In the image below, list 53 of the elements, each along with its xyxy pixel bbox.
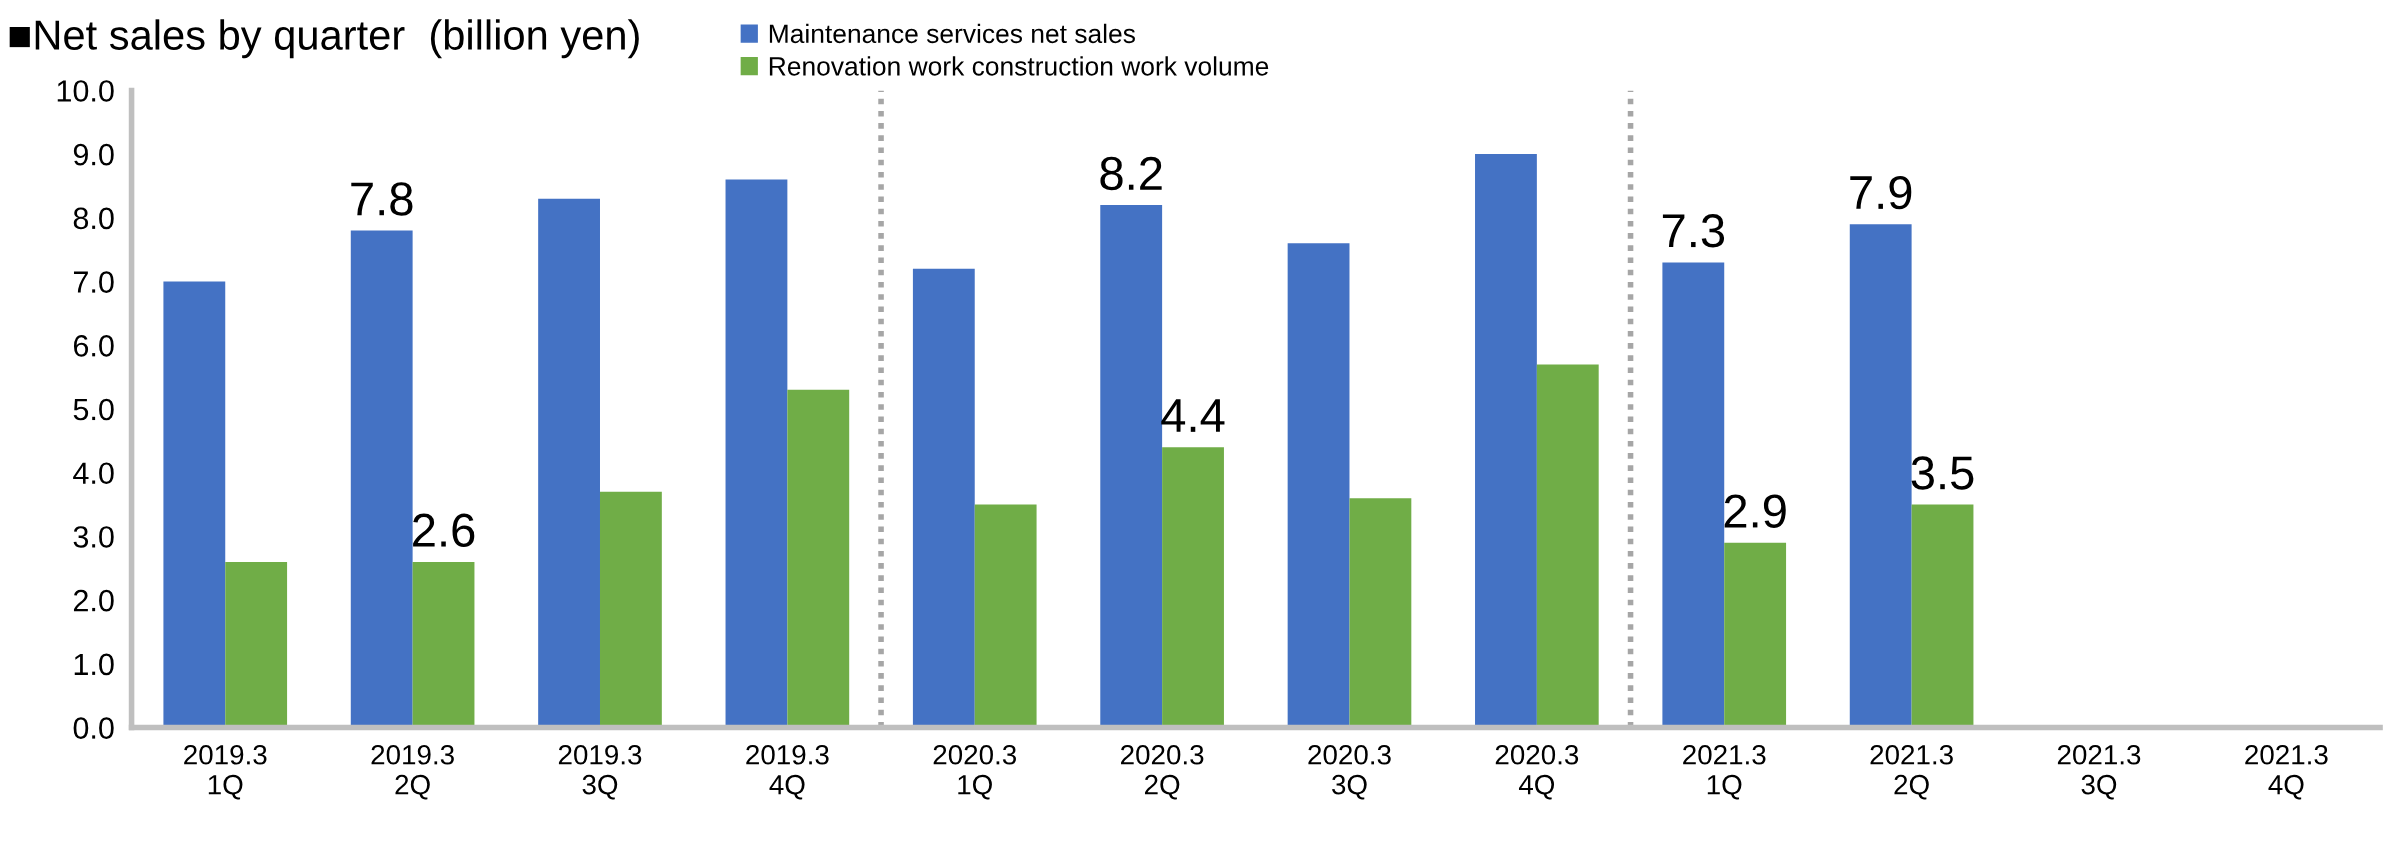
x-tick-label: 2020.3 3Q bbox=[1308, 744, 1391, 800]
y-tick-label: 7.0 bbox=[73, 271, 114, 293]
y-tick-label: 2.0 bbox=[73, 589, 114, 612]
x-tick-label: 2021.3 3Q bbox=[2057, 744, 2141, 800]
y-tick-label: 9.0 bbox=[73, 143, 114, 166]
x-tick-label: 2020.3 1Q bbox=[933, 744, 1016, 800]
data-label: 8.2 bbox=[1100, 156, 1162, 191]
bar bbox=[1162, 447, 1224, 728]
y-tick-label: 5.0 bbox=[73, 398, 114, 421]
bar bbox=[912, 268, 975, 728]
legend-label: Renovation work construction work volume bbox=[769, 56, 1269, 76]
x-tick-label: 2019.3 2Q bbox=[371, 744, 454, 800]
y-tick-label: 4.0 bbox=[73, 462, 114, 485]
bar bbox=[599, 491, 662, 728]
bar bbox=[1662, 262, 1725, 728]
y-tick-label: 10.0 bbox=[57, 80, 114, 102]
data-label: 2.9 bbox=[1724, 494, 1786, 528]
x-tick-label: 2021.3 1Q bbox=[1683, 744, 1766, 800]
bar bbox=[1911, 504, 1974, 728]
bar bbox=[538, 198, 600, 728]
x-tick-label: 2019.3 3Q bbox=[558, 744, 642, 800]
y-tick-label: 0.0 bbox=[73, 717, 114, 739]
bar bbox=[1724, 542, 1787, 728]
bar bbox=[725, 179, 788, 728]
x-tick-label: 2019.3 4Q bbox=[746, 744, 829, 800]
x-tick-label: 2021.3 4Q bbox=[2245, 744, 2328, 800]
bar bbox=[412, 561, 475, 728]
bar bbox=[1100, 205, 1163, 728]
bar bbox=[1287, 243, 1350, 728]
y-tick-label: 6.0 bbox=[73, 335, 114, 357]
legend-label: Maintenance services net sales bbox=[769, 23, 1135, 44]
data-label: 7.8 bbox=[351, 182, 413, 216]
x-tick-label: 2019.3 1Q bbox=[184, 744, 267, 800]
bar bbox=[974, 504, 1037, 728]
data-label: 2.6 bbox=[413, 513, 475, 547]
y-tick-label: 1.0 bbox=[74, 653, 114, 676]
data-label: 3.5 bbox=[1911, 456, 1974, 490]
y-tick-label: 8.0 bbox=[73, 207, 114, 230]
data-label: 7.9 bbox=[1850, 175, 1912, 210]
bar bbox=[1849, 224, 1912, 728]
data-label: 7.3 bbox=[1662, 214, 1725, 248]
chart-title: ■Net sales by quarter (billion yen) bbox=[9, 19, 639, 59]
y-tick-label: 3.0 bbox=[73, 526, 114, 548]
bar bbox=[163, 281, 226, 728]
bar bbox=[1536, 364, 1599, 728]
bar bbox=[350, 230, 413, 728]
bar bbox=[1475, 154, 1537, 728]
x-tick-label: 2020.3 2Q bbox=[1121, 744, 1204, 800]
bar bbox=[787, 389, 850, 728]
x-tick-label: 2020.3 4Q bbox=[1495, 744, 1579, 800]
x-tick-label: 2021.3 2Q bbox=[1870, 744, 1953, 800]
bar bbox=[225, 561, 288, 728]
bar bbox=[1349, 498, 1412, 728]
